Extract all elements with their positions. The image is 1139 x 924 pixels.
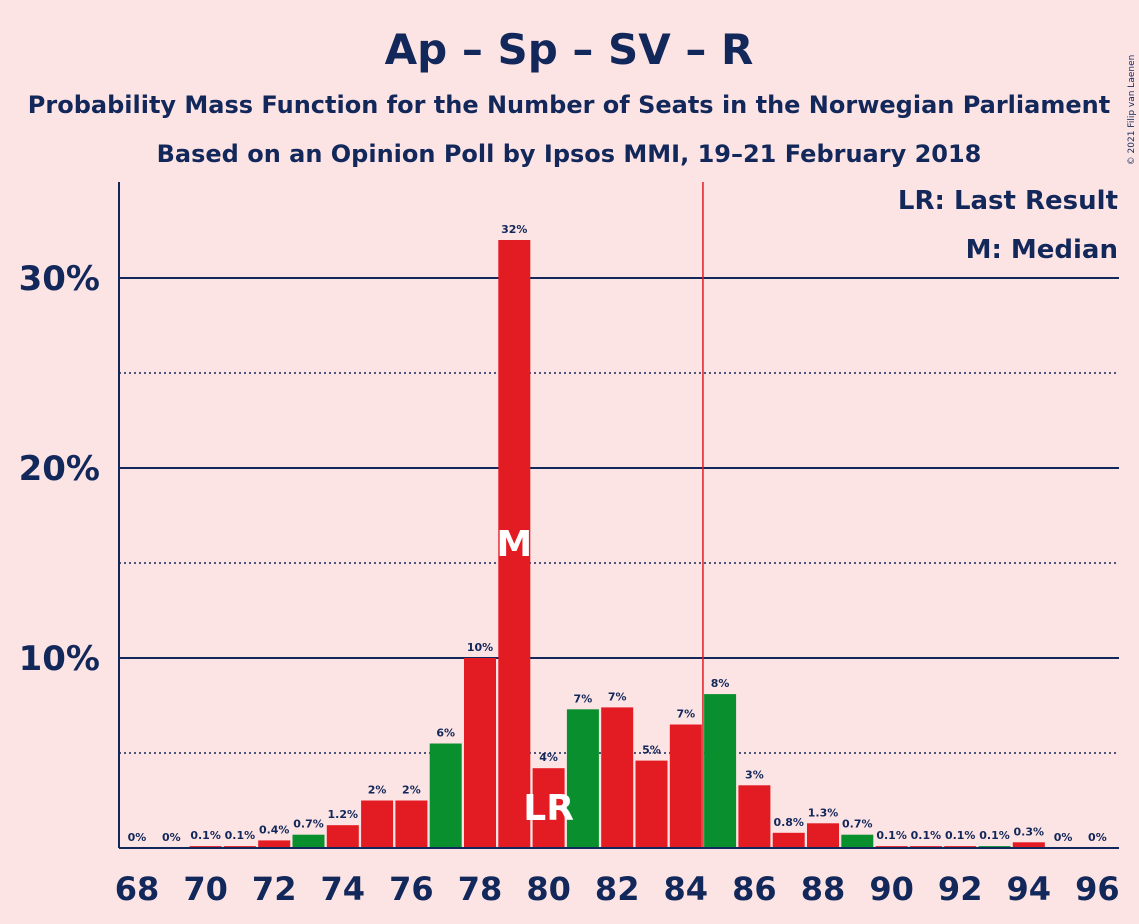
bar-value-label: 0.4% [259,823,290,836]
x-tick-label: 74 [321,870,366,908]
bar-seat-77 [429,743,462,848]
bar-seat-73 [292,834,325,848]
chart-subtitle-1: Probability Mass Function for the Number… [28,91,1110,119]
bar-value-label: 0.1% [979,829,1010,842]
bar-seat-84 [669,724,702,848]
x-tick-label: 70 [183,870,228,908]
bar-seat-76 [395,800,428,848]
bar-labels-group: 0% 0% 0.1% 0.1% 0.4% 0.7%1.2%2% 2%6%10%32%4%7%… [128,223,1107,844]
legend-last-result: LR: Last Result [898,186,1118,216]
bar-value-label: 0.3% [1014,825,1045,838]
x-tick-label: 86 [732,870,777,908]
bar-value-label: 0.1% [876,829,907,842]
bar-value-label: 0% [1054,831,1073,844]
bar-seat-72 [258,840,291,848]
bar-value-label: 0% [162,831,181,844]
bar-value-label: 10% [467,641,493,654]
y-tick-label: 20% [19,449,100,489]
bar-seat-86 [738,785,771,848]
copyright-text: © 2021 Filip van Laenen [1127,55,1137,166]
bar-seat-78 [464,658,496,848]
x-tick-label: 88 [801,870,846,908]
bar-value-label: 0.7% [293,818,324,831]
x-tick-label: 96 [1075,870,1120,908]
x-tick-label: 94 [1007,870,1052,908]
bar-value-label: 6% [436,727,455,740]
bar-value-label: 0% [1088,831,1107,844]
y-tick-label: 30% [19,259,100,299]
bar-seat-74 [326,825,359,848]
median-marker: M [496,524,532,565]
y-axis-ticks: 10% 20% 30% [19,259,100,679]
bar-value-label: 4% [539,751,558,764]
bar-value-label: 32% [501,223,527,236]
bar-seat-88 [807,823,839,848]
x-tick-label: 72 [252,870,297,908]
bar-seat-89 [841,834,874,848]
bar-seat-75 [361,800,394,848]
bar-seat-94 [1012,842,1045,848]
x-tick-label: 76 [389,870,434,908]
markers-group: M LR [496,524,574,829]
x-tick-label: 80 [526,870,571,908]
chart-title: Ap – Sp – SV – R [385,25,754,74]
bar-value-label: 8% [711,677,730,690]
bar-seat-79 [498,240,531,848]
chart-subtitle-2: Based on an Opinion Poll by Ipsos MMI, 1… [157,140,982,168]
bar-value-label: 0.1% [945,829,976,842]
bar-seat-83 [635,760,668,848]
bar-value-label: 0.8% [773,816,804,829]
bar-value-label: 2% [402,784,421,797]
bar-seat-81 [566,709,599,848]
x-tick-label: 82 [595,870,640,908]
bars-group [189,240,1045,848]
legend-backdrop [925,180,1125,270]
bar-value-label: 0.1% [225,829,256,842]
grid-lines [119,182,1119,848]
bar-value-label: 1.3% [808,806,839,819]
x-tick-label: 84 [664,870,709,908]
bar-value-label: 3% [745,768,764,781]
bar-value-label: 0.1% [911,829,942,842]
bar-value-label: 0% [128,831,147,844]
bar-value-label: 0.7% [842,818,873,831]
y-tick-label: 10% [19,639,100,679]
bar-value-label: 2% [368,784,387,797]
x-tick-label: 92 [938,870,983,908]
bar-value-label: 1.2% [328,808,359,821]
bar-seat-80 [532,768,565,848]
x-tick-label: 90 [869,870,914,908]
bar-value-label: 7% [676,708,695,721]
x-tick-label: 68 [115,870,160,908]
bar-value-label: 7% [574,692,593,705]
x-axis-ticks: 68 70 72 74 76 78 80 82 84 86 88 90 92 94 96 [115,870,1120,908]
bar-seat-82 [601,707,634,848]
bar-value-label: 0.1% [190,829,221,842]
x-tick-label: 78 [458,870,503,908]
bar-seat-85 [704,694,737,848]
bar-value-label: 5% [642,744,661,757]
bar-seat-87 [772,832,805,848]
legend-median: M: Median [966,235,1118,265]
last-result-marker: LR [523,788,574,829]
bar-value-label: 7% [608,690,627,703]
